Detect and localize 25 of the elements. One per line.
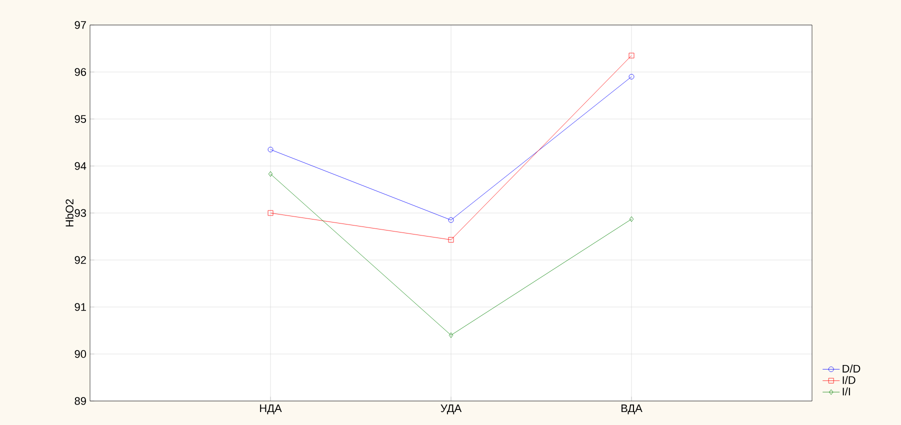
y-axis-title: HbO2: [65, 199, 74, 226]
legend-label: I/D: [842, 376, 856, 384]
y-tick-label: 95: [74, 115, 86, 123]
point: [268, 210, 274, 216]
point: [448, 332, 454, 338]
x-tick-label: ВДА: [622, 404, 642, 414]
x-tick-label: УДА: [440, 404, 462, 414]
y-tick-label: 92: [74, 256, 86, 264]
point: [628, 74, 634, 80]
y-tick-label: 90: [74, 350, 86, 358]
point: [268, 171, 273, 177]
point: [628, 52, 634, 58]
x-tick-label: НДА: [260, 404, 282, 414]
legend-label: D/D: [842, 364, 860, 373]
y-tick-label: 91: [74, 303, 86, 311]
y-tick-label: 93: [74, 209, 86, 217]
y-tick-label: 96: [74, 68, 86, 76]
y-tick-label: 94: [74, 162, 86, 170]
point: [629, 216, 634, 222]
y-tick-label: 89: [74, 397, 86, 405]
point: [448, 217, 454, 223]
point: [268, 146, 274, 152]
point: [448, 237, 454, 242]
y-tick-label: 97: [74, 21, 86, 29]
legend-label: I/I: [842, 387, 850, 396]
